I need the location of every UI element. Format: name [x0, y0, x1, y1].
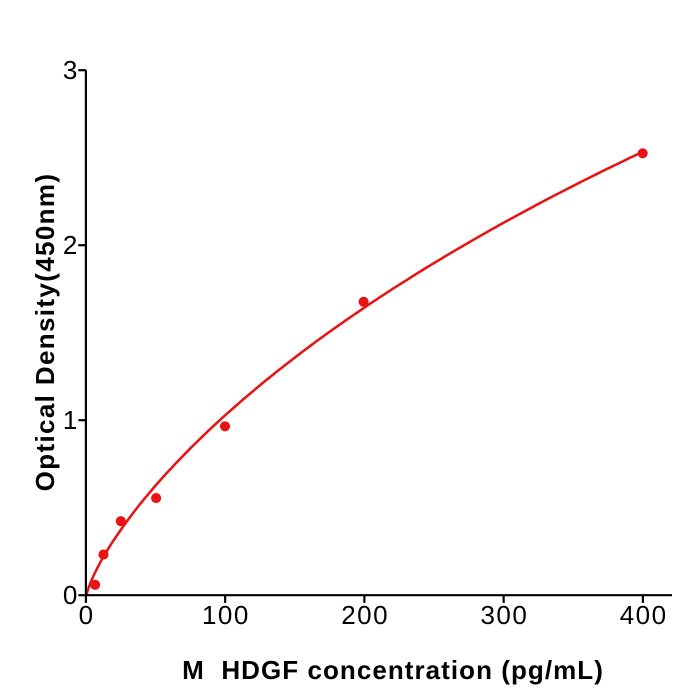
- svg-text:200: 200: [341, 600, 389, 630]
- svg-text:100: 100: [202, 600, 250, 630]
- svg-text:0: 0: [63, 580, 77, 610]
- svg-text:0: 0: [79, 600, 95, 630]
- svg-text:3: 3: [63, 55, 77, 85]
- svg-text:2: 2: [63, 230, 77, 260]
- svg-text:M HDGF concentration (pg/mL): M HDGF concentration (pg/mL): [182, 655, 604, 685]
- svg-text:1: 1: [63, 405, 77, 435]
- svg-text:300: 300: [480, 600, 528, 630]
- svg-text:Optical Density(450nm): Optical Density(450nm): [30, 173, 60, 492]
- svg-text:400: 400: [620, 600, 668, 630]
